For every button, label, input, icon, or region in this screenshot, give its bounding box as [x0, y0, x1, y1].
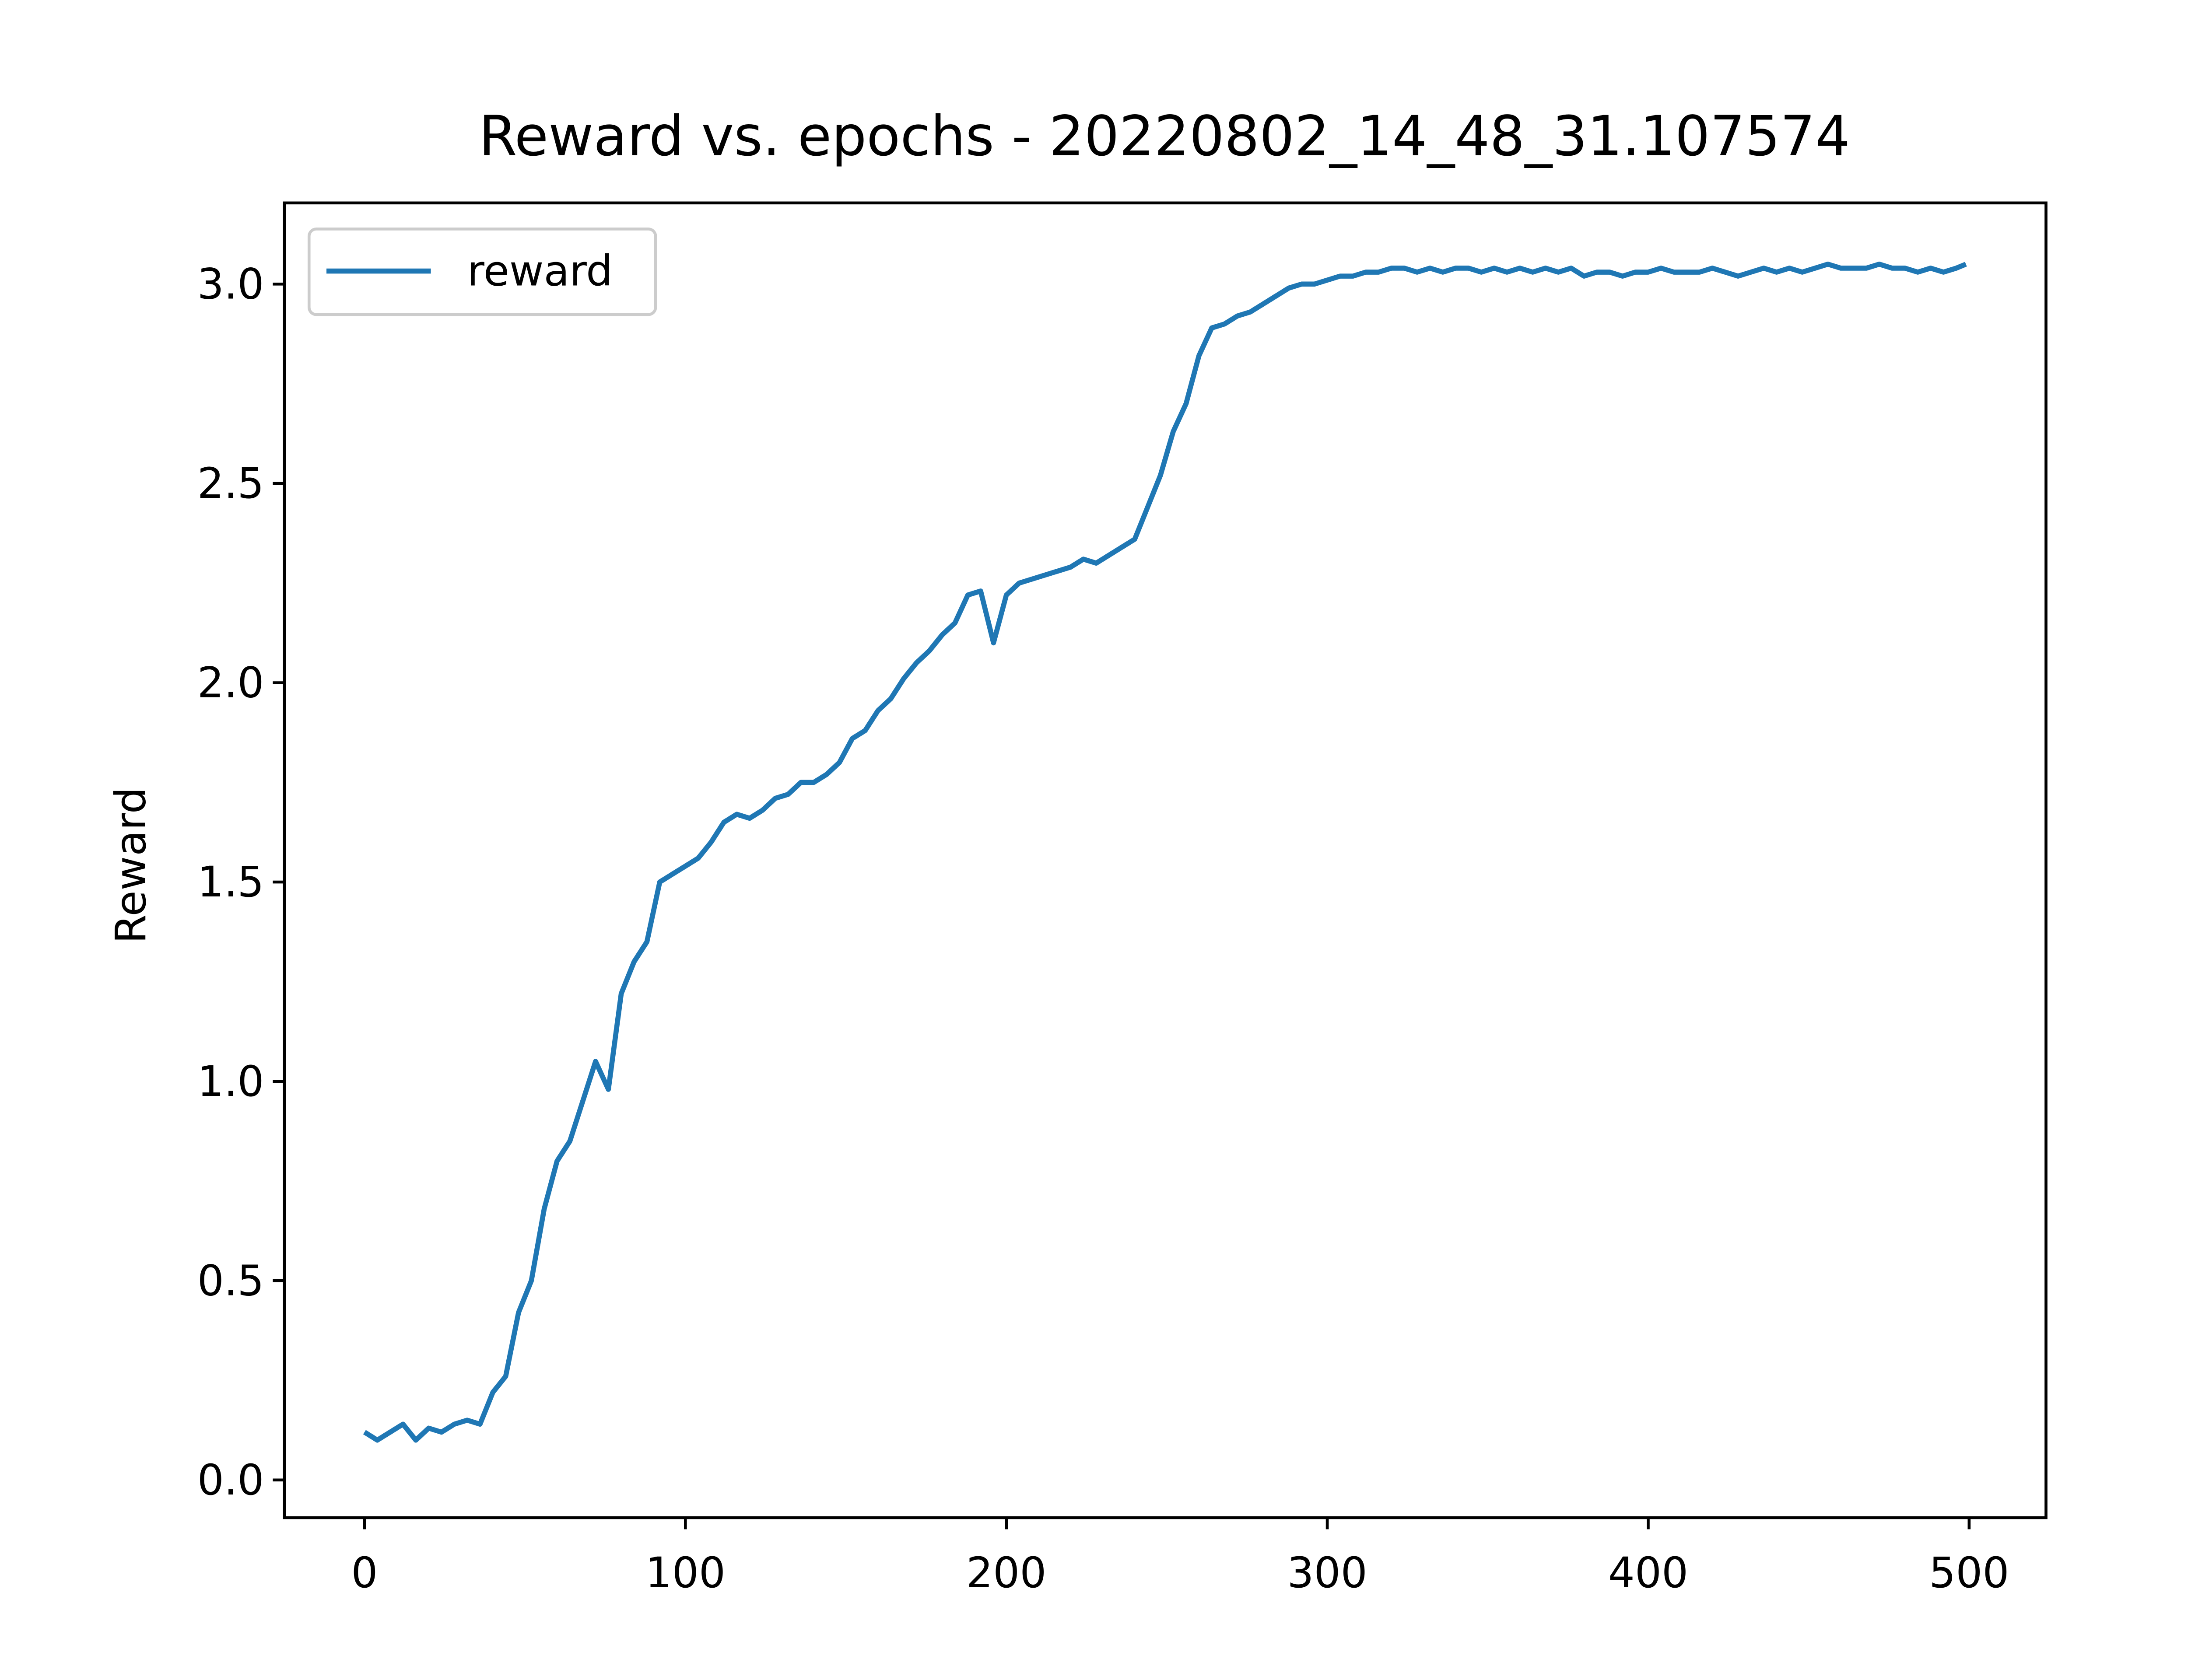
- y-tick-label: 0.0: [197, 1456, 264, 1505]
- y-tick-label: 1.0: [197, 1057, 264, 1106]
- y-axis-label: Reward: [106, 787, 155, 944]
- y-tick-label: 2.0: [197, 658, 264, 707]
- x-tick-label: 100: [645, 1548, 726, 1597]
- x-tick-label: 300: [1287, 1548, 1367, 1597]
- y-tick-label: 1.5: [197, 858, 264, 906]
- chart-title: Reward vs. epochs - 20220802_14_48_31.10…: [479, 104, 1850, 168]
- legend-label: reward: [467, 247, 613, 296]
- x-tick-label: 200: [966, 1548, 1046, 1597]
- x-tick-label: 0: [351, 1548, 378, 1597]
- legend-box: [307, 228, 657, 316]
- y-tick-label: 2.5: [197, 459, 264, 508]
- line-series: [363, 261, 1967, 1443]
- x-tick-label: 500: [1929, 1548, 2009, 1597]
- y-tick-label: 0.5: [197, 1256, 264, 1305]
- x-tick-label: 400: [1608, 1548, 1688, 1597]
- y-tick-label: 3.0: [197, 259, 264, 308]
- legend: reward: [307, 228, 657, 316]
- axes-frame: [283, 201, 2048, 1519]
